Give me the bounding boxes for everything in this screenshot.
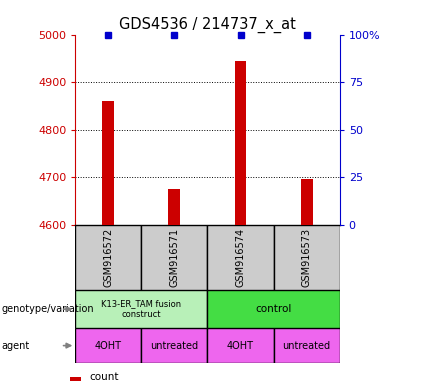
- FancyBboxPatch shape: [141, 225, 207, 290]
- Text: control: control: [255, 304, 292, 314]
- Bar: [301, 179, 313, 225]
- Bar: [235, 61, 246, 225]
- FancyBboxPatch shape: [207, 290, 340, 328]
- Title: GDS4536 / 214737_x_at: GDS4536 / 214737_x_at: [119, 17, 296, 33]
- FancyBboxPatch shape: [273, 328, 340, 363]
- Text: K13-ER_TAM fusion
construct: K13-ER_TAM fusion construct: [101, 300, 181, 319]
- FancyBboxPatch shape: [75, 290, 207, 328]
- FancyBboxPatch shape: [207, 225, 273, 290]
- FancyBboxPatch shape: [207, 328, 273, 363]
- Text: untreated: untreated: [150, 341, 199, 351]
- Bar: [102, 101, 114, 225]
- Text: GSM916573: GSM916573: [301, 228, 312, 287]
- Text: agent: agent: [1, 341, 29, 351]
- FancyBboxPatch shape: [75, 328, 141, 363]
- FancyBboxPatch shape: [273, 225, 340, 290]
- Bar: [70, 377, 81, 381]
- FancyBboxPatch shape: [141, 328, 207, 363]
- Text: GSM916574: GSM916574: [236, 228, 246, 287]
- Text: 4OHT: 4OHT: [95, 341, 122, 351]
- Text: GSM916572: GSM916572: [103, 228, 114, 287]
- Bar: [169, 189, 180, 225]
- Text: GSM916571: GSM916571: [169, 228, 179, 287]
- Text: 4OHT: 4OHT: [227, 341, 254, 351]
- Text: count: count: [89, 372, 119, 382]
- Text: genotype/variation: genotype/variation: [1, 304, 94, 314]
- Text: untreated: untreated: [283, 341, 331, 351]
- FancyBboxPatch shape: [75, 225, 141, 290]
